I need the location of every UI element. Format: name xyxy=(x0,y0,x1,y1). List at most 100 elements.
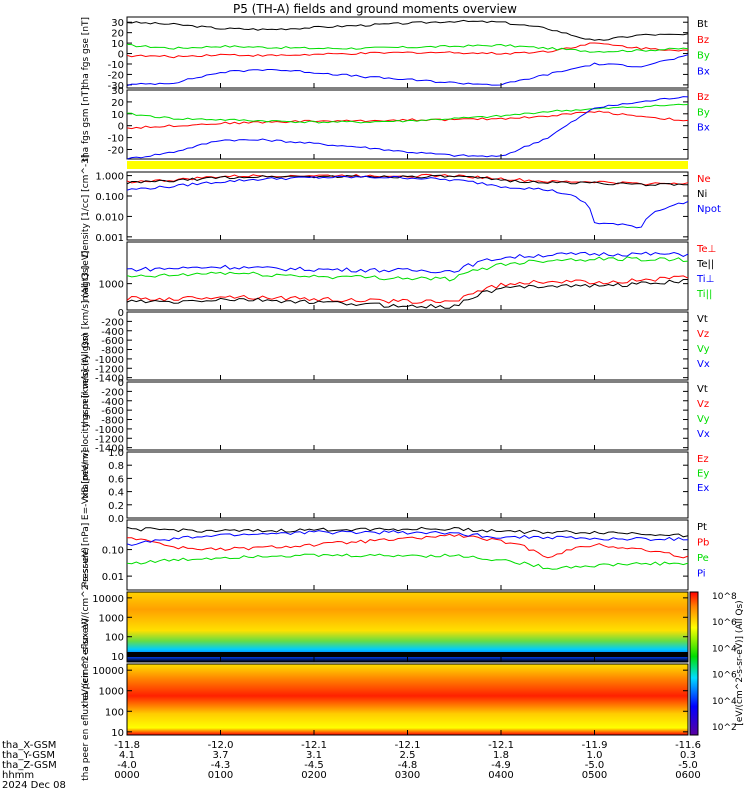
y-tick-label: 1.0 xyxy=(108,448,124,459)
y-axis-label: tha peir en eflux eV/(cm^2-s-sr-eV) xyxy=(81,547,91,707)
legend-entry: Bz xyxy=(697,92,709,103)
legend-entry: Ex xyxy=(697,483,709,494)
legend-entry: Vz xyxy=(697,399,709,410)
y-tick-label: 10000 xyxy=(92,594,124,605)
y-tick-label: 0.100 xyxy=(95,192,124,203)
ephemeris-value: 0400 xyxy=(488,770,513,781)
ephemeris-row-label: tha_X-GSM xyxy=(2,740,56,751)
legend-entry: Npot xyxy=(697,204,721,215)
y-axis-label: tha fgs gse [nT] xyxy=(81,17,91,88)
spectrogram-peir_eflux xyxy=(127,592,688,662)
ephemeris-value: 0300 xyxy=(395,770,420,781)
series-line-temperature xyxy=(126,251,689,274)
legend-entry: Ti⊥ xyxy=(696,274,714,285)
series-line-fgs_gse xyxy=(126,19,689,41)
y-axis-label: E=-VxB [mV/m] xyxy=(81,450,91,520)
ephemeris-value: 0600 xyxy=(675,770,700,781)
data-gap-bar xyxy=(127,161,688,169)
y-tick-label: -600 xyxy=(101,406,124,417)
legend-entry: Vy xyxy=(697,414,710,425)
ephemeris-value: -4.0 xyxy=(117,760,137,771)
figure-title: P5 (TH-A) fields and ground moments over… xyxy=(233,2,517,16)
legend-entry: Ti|| xyxy=(696,289,712,300)
colorbar-tick-label: 10^6 xyxy=(712,618,737,628)
legend-entry: Ez xyxy=(697,454,709,465)
ephemeris-row-label: tha_Z-GSM xyxy=(2,760,57,771)
y-tick-label: -20 xyxy=(108,70,124,81)
y-tick-label: 10 xyxy=(111,110,124,121)
ephemeris-value: 1.0 xyxy=(587,750,603,761)
spectrogram-noise-band xyxy=(127,652,688,657)
y-tick-label: 20 xyxy=(111,98,124,109)
y-tick-label: 0.0 xyxy=(108,514,124,525)
y-tick-label: -400 xyxy=(101,397,124,408)
legend-entry: Ni xyxy=(697,189,707,200)
series-line-temperature xyxy=(126,256,689,282)
y-tick-label: 1000 xyxy=(99,280,124,291)
ephemeris-value: -11.8 xyxy=(114,740,140,751)
legend-entry: Ey xyxy=(697,469,709,480)
ephemeris-value: 0500 xyxy=(582,770,607,781)
ephemeris-value: 0100 xyxy=(208,770,233,781)
y-axis-label: tha peer en eflux eV/(cm^2-s-sr-eV) xyxy=(81,618,91,781)
y-axis-label: tha peer velocity gsm [km/s] (All Qs) xyxy=(81,333,91,498)
y-tick-label: -1200 xyxy=(95,434,124,445)
y-tick-label: -10 xyxy=(108,60,124,71)
y-tick-label: -20 xyxy=(108,145,124,156)
ephemeris-value: -11.6 xyxy=(675,740,701,751)
y-tick-label: 30 xyxy=(111,18,124,29)
ephemeris-row-label: tha_Y-GSM xyxy=(2,750,55,761)
ephemeris-value: -11.9 xyxy=(582,740,608,751)
legend-entry: Pe xyxy=(697,553,709,564)
y-tick-label: -30 xyxy=(108,81,124,92)
series-line-density xyxy=(126,175,689,229)
y-tick-label: 20 xyxy=(111,29,124,40)
legend-entry: Bx xyxy=(697,66,710,77)
y-tick-label: 100 xyxy=(105,707,124,718)
colorbar-tick-label: 10^4 xyxy=(712,644,737,654)
ephemeris-value: 2.5 xyxy=(400,750,416,761)
ephemeris-value: -12.1 xyxy=(395,740,421,751)
series-line-pressure xyxy=(126,526,689,538)
legend-entry: Bz xyxy=(697,35,709,46)
y-tick-label: 100 xyxy=(105,633,124,644)
y-axis-label: tha peir velocity gsm [km/s] (All Qs) xyxy=(81,265,91,427)
legend-entry: Bx xyxy=(697,123,710,134)
y-axis-label: magt3 [eV] xyxy=(81,251,91,302)
y-tick-label: 30 xyxy=(111,86,124,97)
legend-entry: Te⊥ xyxy=(696,244,716,255)
legend-entry: Pt xyxy=(697,522,707,533)
series-line-fgs_gse xyxy=(126,54,689,87)
ephemeris-value: 0200 xyxy=(301,770,326,781)
y-tick-label: 0.010 xyxy=(95,212,124,223)
colorbar-tick-label: 10^6 xyxy=(712,671,737,681)
legend-entry: Vx xyxy=(697,429,710,440)
legend-entry: Te|| xyxy=(696,259,714,270)
legend-entry: Bt xyxy=(697,19,708,30)
ephemeris-value: -12.1 xyxy=(301,740,327,751)
y-tick-label: -600 xyxy=(101,336,124,347)
y-tick-label: 10 xyxy=(111,652,124,663)
y-tick-label: 1.000 xyxy=(95,172,124,183)
ephemeris-value: -12.1 xyxy=(488,740,514,751)
y-axis-label: tha fgs gsm [nT] xyxy=(81,87,91,161)
y-tick-label: 1000 xyxy=(99,613,124,624)
y-tick-label: 10 xyxy=(111,39,124,50)
series-line-fgs_gsm xyxy=(126,96,689,160)
ephemeris-value: -4.5 xyxy=(304,760,324,771)
legend-entry: Pb xyxy=(697,538,709,549)
legend-entry: Vt xyxy=(697,384,708,395)
panel-frame xyxy=(126,451,689,519)
y-tick-label: -800 xyxy=(101,416,124,427)
legend-entry: Vx xyxy=(697,359,710,370)
y-tick-label: -200 xyxy=(101,387,124,398)
y-tick-label: 0 xyxy=(118,378,124,389)
colorbar-tick-label: 10^4 xyxy=(712,697,737,707)
legend-entry: Ne xyxy=(697,174,711,185)
colorbar-tick-label: 10^8 xyxy=(712,592,737,602)
y-axis-label: Density [1/cc] [cm^-3] xyxy=(81,155,91,258)
y-tick-label: -1000 xyxy=(95,355,124,366)
ephemeris-value: 1.8 xyxy=(493,750,509,761)
spectrogram-peer_eflux xyxy=(127,664,688,735)
